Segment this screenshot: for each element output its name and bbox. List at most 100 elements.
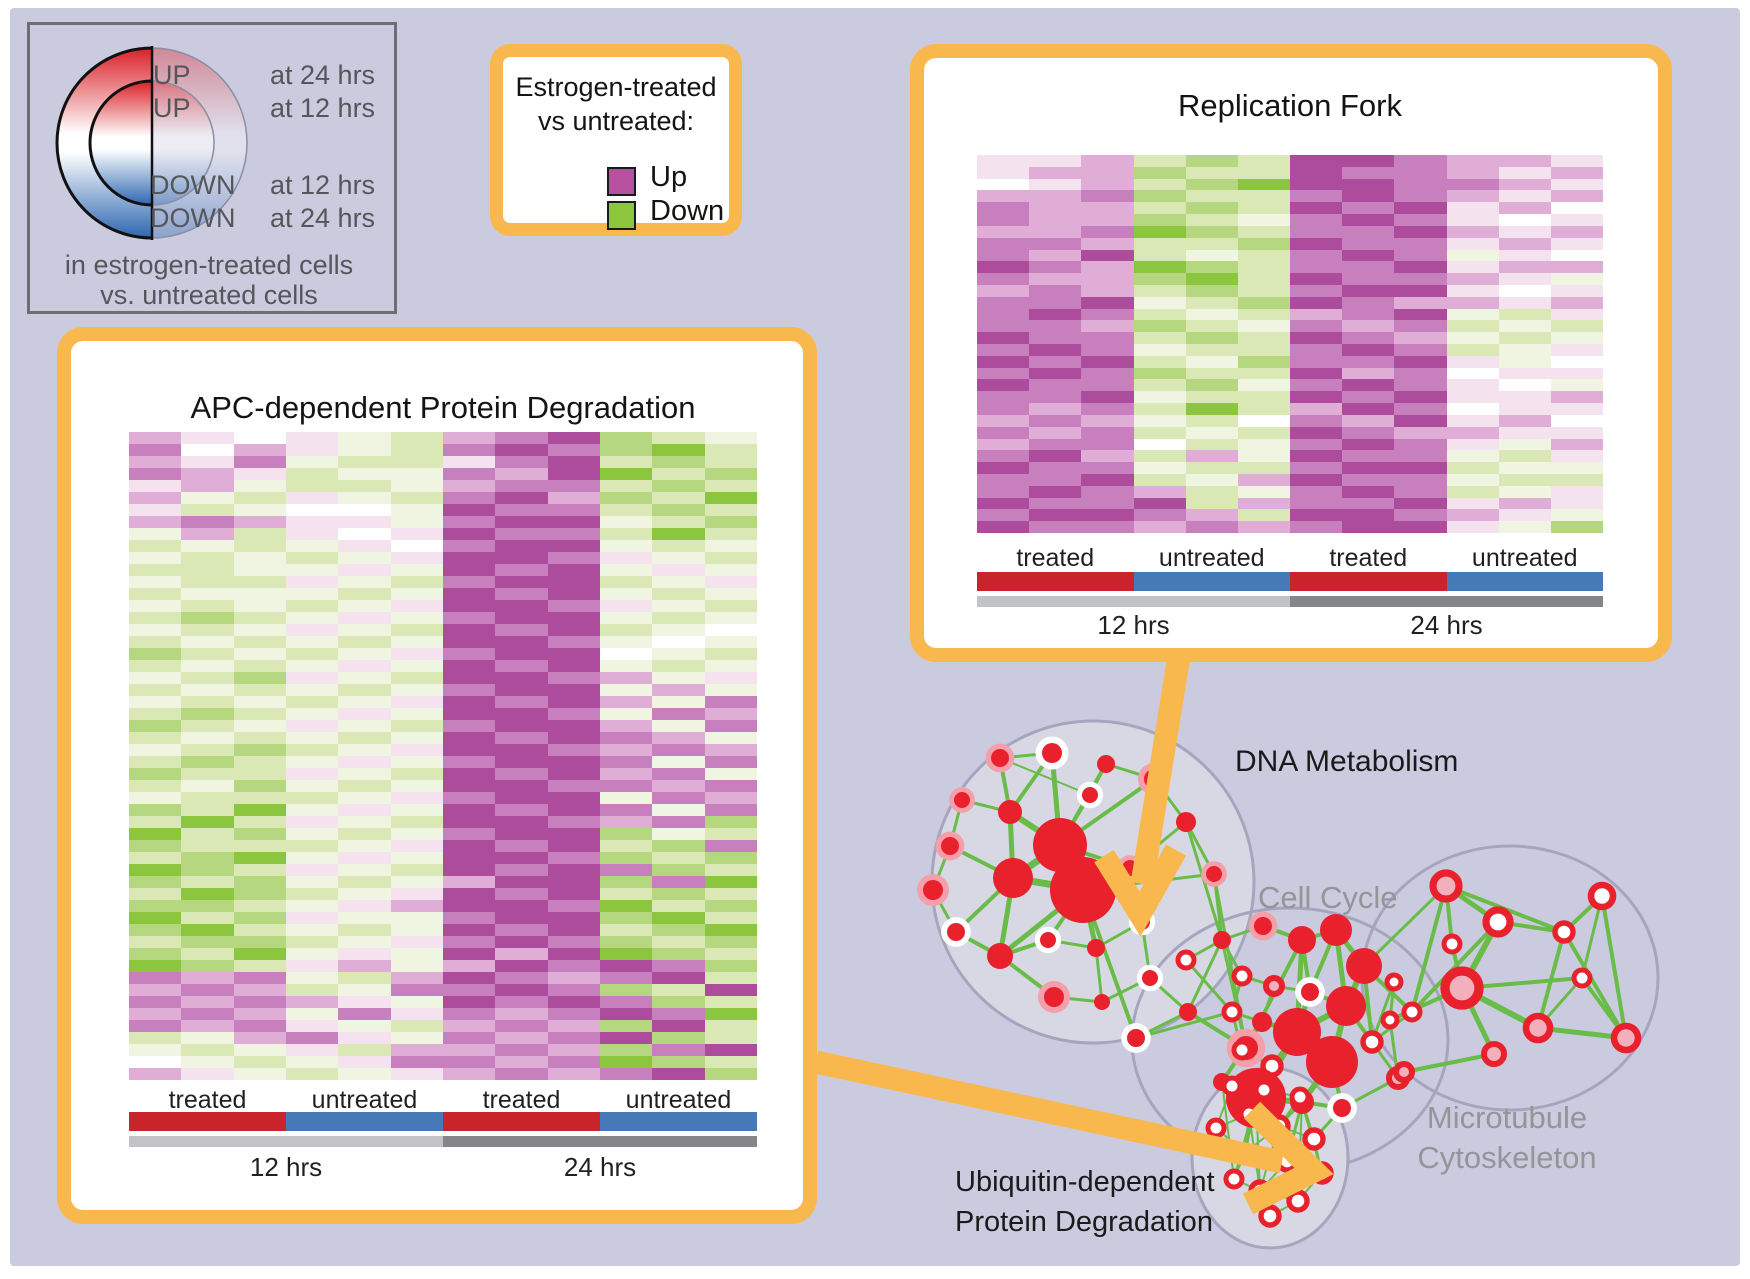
heatmap-cell — [1185, 261, 1238, 274]
heatmap-cell — [1133, 178, 1186, 191]
heatmap-cell — [547, 960, 600, 972]
network-edge — [1362, 884, 1448, 968]
heatmap-cell — [338, 792, 391, 804]
heatmap-cell — [129, 732, 182, 744]
heatmap-cell — [599, 1056, 653, 1068]
heatmap-cell — [1029, 450, 1082, 463]
heatmap-cell — [390, 576, 443, 588]
heatmap-cell — [599, 516, 653, 528]
network-node — [1252, 1012, 1272, 1032]
heatmap-cell — [977, 225, 1030, 238]
heatmap-cell — [1394, 462, 1447, 474]
heatmap-cell — [1394, 426, 1447, 439]
heatmap-cell — [233, 492, 286, 504]
network-node — [1253, 1079, 1275, 1101]
heatmap-cell — [1446, 273, 1499, 285]
heatmap-cell — [652, 1008, 705, 1020]
heatmap-cell — [233, 912, 286, 924]
heatmap-cell — [442, 960, 496, 972]
heatmap-cell — [704, 852, 757, 864]
heatmap-cell — [1081, 225, 1134, 238]
heatmap-cell — [129, 984, 182, 996]
heatmap-cell — [652, 624, 705, 636]
heatmap-cell — [1133, 355, 1186, 368]
heatmap-cell — [442, 612, 496, 624]
heatmap-cell — [1081, 166, 1134, 179]
heatmap-cell — [442, 912, 496, 924]
heatmap-cell — [1133, 190, 1186, 203]
heatmap-cell — [442, 648, 496, 660]
heatmap-cell — [1133, 438, 1186, 451]
heatmap-cell — [1133, 320, 1186, 333]
heatmap-cell — [704, 840, 757, 852]
heatmap-cell — [495, 564, 548, 576]
ring-label-down24-term: DOWN — [150, 203, 236, 233]
heatmap-cell — [181, 828, 234, 840]
heatmap-cell — [599, 552, 653, 564]
heatmap-cell — [442, 720, 496, 732]
heatmap-cell — [1133, 379, 1186, 392]
heatmap-cell — [1498, 249, 1551, 262]
heatmap-cell — [181, 816, 234, 828]
heatmap-cell — [1550, 391, 1603, 404]
heatmap-cell — [495, 876, 548, 888]
heatmap-cell — [442, 864, 496, 876]
heatmap-cell — [442, 540, 496, 552]
network-node — [1481, 1041, 1507, 1067]
heatmap-cell — [1133, 249, 1186, 262]
heatmap-cell — [599, 900, 653, 912]
heatmap-cell — [1498, 202, 1551, 215]
heatmap-cell — [1290, 202, 1343, 215]
heatmap-cell — [129, 1020, 182, 1032]
heatmap-cell — [442, 744, 496, 756]
heatmap-cell — [1029, 485, 1082, 498]
heatmap-cell — [285, 888, 339, 900]
heatmap-cell — [652, 936, 705, 948]
network-node — [1040, 932, 1056, 948]
heatmap-cell — [390, 1032, 443, 1044]
heatmap-cell — [129, 492, 182, 504]
heatmap-cell — [1446, 249, 1499, 262]
heatmap-cell — [390, 504, 443, 516]
heatmap-cell — [338, 828, 391, 840]
heatmap-cell — [977, 367, 1030, 380]
heatmap-cell — [599, 744, 653, 756]
heatmap-cell — [652, 900, 705, 912]
heatmap-cell — [1133, 367, 1186, 380]
heatmap-cell — [599, 912, 653, 924]
network-edge — [1410, 885, 1448, 1013]
heatmap-cell — [390, 540, 443, 552]
heatmap-cell — [495, 924, 548, 936]
heatmap-cell — [599, 444, 653, 456]
heatmap-cell — [1290, 178, 1343, 191]
heatmap-cell — [181, 984, 234, 996]
network-node — [1393, 1061, 1415, 1083]
heatmap-cell — [181, 1032, 234, 1044]
heatmap-cell — [1394, 379, 1447, 392]
heatmap-cell — [442, 1020, 496, 1032]
heatmap-cell — [233, 576, 286, 588]
heatmap-cell — [599, 816, 653, 828]
heatmap-cell — [977, 414, 1030, 427]
heatmap-cell — [1446, 284, 1499, 297]
heatmap-cell — [285, 468, 339, 480]
heatmap-cell — [1498, 332, 1551, 344]
heatmap-cell — [1394, 485, 1447, 498]
heatmap-cell — [1029, 190, 1082, 203]
heatmap-cell — [390, 660, 443, 672]
heatmap-cell — [1498, 273, 1551, 285]
heatmap-cell — [1394, 521, 1447, 533]
heatmap-cell — [652, 780, 705, 792]
heatmap-cell — [338, 432, 391, 444]
heatmap-cell — [1498, 284, 1551, 297]
ring-outline-inner-left — [88, 79, 153, 207]
heatmap-cell — [1237, 308, 1290, 321]
heatmap-cell — [1394, 190, 1447, 203]
network-node — [1213, 931, 1231, 949]
heatmap-cell — [495, 672, 548, 684]
ring-label-up24-time: at 24 hrs — [270, 60, 376, 90]
heatmap-cell — [704, 492, 757, 504]
heatmap-cell — [442, 1044, 496, 1056]
heatmap-cell — [495, 972, 548, 984]
heatmap-cell — [1029, 509, 1082, 522]
